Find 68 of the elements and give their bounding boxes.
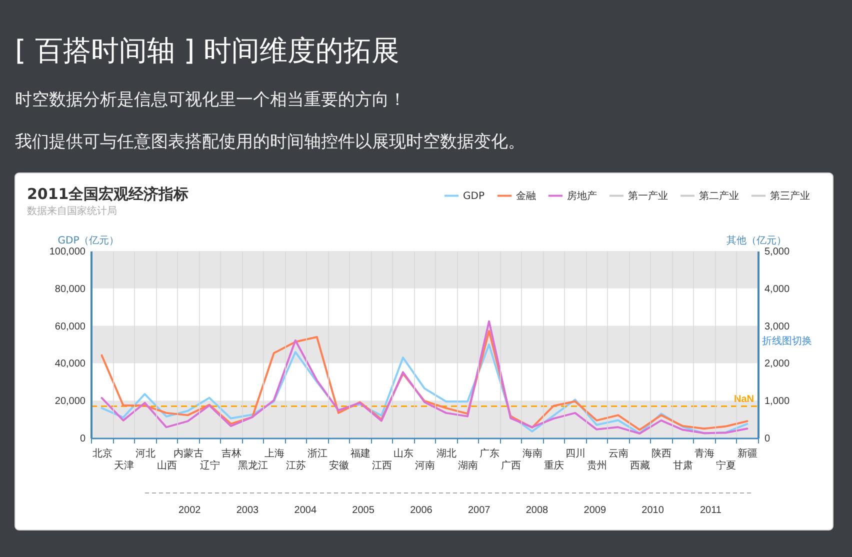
y2-axis-title: 其他（亿元）	[726, 234, 786, 246]
x-tick-label: 重庆	[544, 460, 564, 472]
x-tick-label: 福建	[350, 448, 370, 460]
legend-label: 第三产业	[770, 190, 810, 202]
x-tick-label: 山西	[156, 460, 177, 472]
x-tick-label: 内蒙古	[173, 448, 204, 460]
text: 时空数据分析是信息可视化里一个相当重要的方向！	[15, 90, 406, 110]
y-tick-label: 80,000	[54, 284, 86, 295]
y2-tick-label: 0	[764, 434, 770, 444]
x-tick-label: 湖南	[458, 460, 478, 472]
y2-tick-label: 1,000	[764, 396, 790, 408]
chart-title: 2011全国宏观经济指标	[27, 185, 189, 203]
y-tick-label: 40,000	[54, 358, 86, 370]
x-tick-label: 河南	[415, 460, 435, 472]
x-tick-label: 吉林	[221, 448, 242, 460]
y-tick-label: 100,000	[49, 246, 86, 258]
text: 2004	[294, 505, 317, 516]
x-tick-label: 云南	[608, 448, 629, 460]
y-tick-label: 0	[80, 434, 86, 444]
text: [ 百搭时间轴 ] 时间维度的拓展	[15, 34, 400, 67]
x-tick-label: 广东	[480, 448, 500, 460]
y-tick-label: 60,000	[54, 321, 86, 332]
x-tick-label: 黑龙江	[238, 460, 268, 472]
x-tick-label: 安徽	[328, 460, 349, 472]
x-tick-label: 湖北	[436, 448, 457, 460]
x-tick-label: 辽宁	[200, 460, 220, 472]
x-tick-label: 天津	[114, 460, 134, 472]
y2-tick-label: 4,000	[764, 284, 790, 295]
x-tick-label: 青海	[694, 448, 715, 460]
x-tick-label: 山东	[393, 448, 414, 460]
text: 2009	[584, 505, 606, 516]
chart-subtitle: 数据来自国家统计局	[27, 205, 117, 217]
x-tick-label: 广西	[501, 460, 522, 472]
y2-tick-label: 3,000	[764, 321, 790, 332]
x-tick-label: 浙江	[307, 448, 328, 460]
x-tick-label: 西藏	[630, 460, 650, 472]
legend-label: 第二产业	[699, 190, 739, 202]
legend-label: GDP	[463, 190, 484, 202]
ref-line-label: NaN	[734, 394, 754, 406]
x-tick-label: 甘肃	[673, 460, 694, 472]
x-tick-label: 宁夏	[716, 460, 736, 472]
y-axis-title: GDP（亿元）	[58, 236, 120, 246]
x-tick-label: 新疆	[738, 448, 758, 460]
legend-label: 房地产	[567, 190, 597, 202]
x-tick-label: 四川	[566, 448, 586, 460]
text: 2003	[236, 505, 260, 516]
legend-label: 第一产业	[628, 190, 668, 202]
text: 我们提供可与任意图表搭配使用的时间轴控件以展现时空数据变化。	[15, 132, 525, 152]
y2-tick-label: 2,000	[764, 358, 790, 370]
text: 2010	[642, 505, 664, 516]
text: 折线图切换	[762, 335, 812, 347]
x-tick-label: 河北	[135, 448, 156, 460]
text: 2011	[700, 505, 722, 516]
text: 2002	[178, 505, 202, 516]
x-tick-label: 江西	[372, 460, 392, 472]
x-tick-label: 江苏	[286, 460, 306, 472]
x-tick-label: 陕西	[652, 448, 672, 460]
legend-label: 金融	[516, 190, 536, 202]
y2-tick-label: 5,000	[764, 246, 790, 258]
text: 2008	[526, 505, 549, 516]
text: 2006	[410, 505, 433, 516]
x-tick-label: 贵州	[587, 460, 608, 472]
x-tick-label: 海南	[522, 448, 543, 460]
text: 2005	[352, 505, 375, 516]
x-tick-label: 上海	[264, 448, 284, 460]
text: 2007	[468, 505, 491, 516]
x-tick-label: 北京	[92, 448, 112, 460]
y-tick-label: 20,000	[54, 396, 86, 408]
